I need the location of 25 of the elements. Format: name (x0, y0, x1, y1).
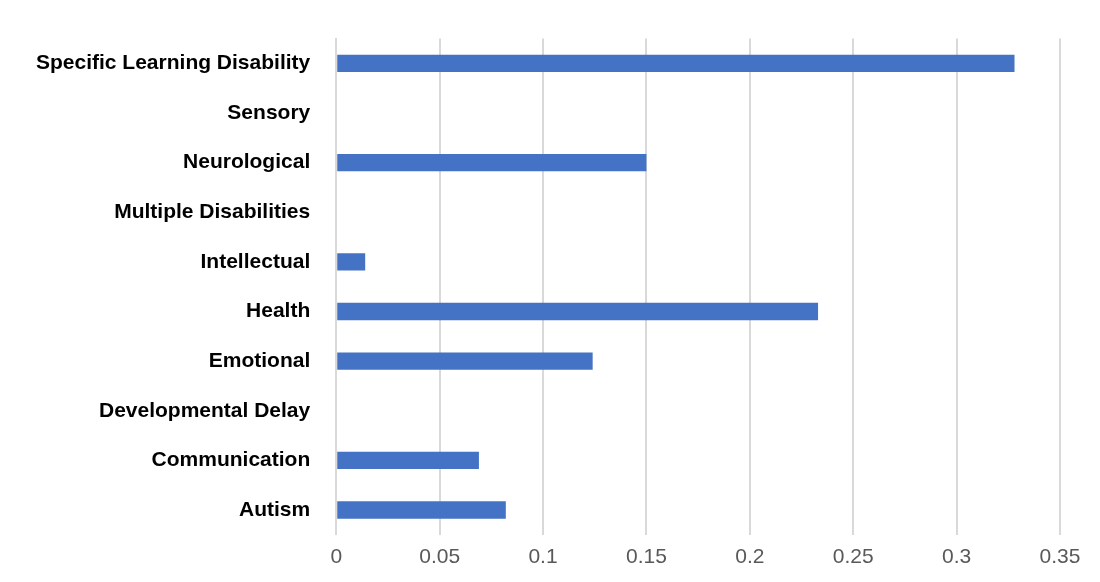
y-tick-label: Intellectual (200, 248, 311, 272)
y-tick-label: Communication (151, 447, 311, 471)
bar (337, 501, 506, 519)
y-tick-label: Multiple Disabilities (114, 199, 311, 223)
x-tick-label: 0.3 (942, 544, 972, 568)
bar (337, 352, 593, 370)
bar (337, 153, 647, 172)
y-tick-label: Emotional (208, 347, 311, 371)
x-tick-label: 0.1 (528, 544, 558, 568)
x-tick-label: 0.25 (832, 544, 874, 568)
y-tick-label: Neurological (183, 149, 311, 173)
x-tick-label: 0 (330, 544, 343, 568)
y-tick-label: Autism (239, 496, 311, 520)
y-tick-label: Developmental Delay (98, 397, 311, 421)
x-tick-label: 0.35 (1039, 544, 1081, 568)
bar (337, 54, 1015, 73)
x-tick-label: 0.2 (735, 544, 765, 568)
bar (337, 451, 479, 470)
y-tick-label: Health (246, 298, 311, 322)
bar (337, 253, 366, 271)
bar (337, 302, 819, 321)
x-tick-label: 0.15 (625, 544, 667, 568)
y-tick-label: Specific Learning Disability (35, 50, 311, 74)
x-tick-label: 0.05 (419, 544, 461, 568)
y-tick-label: Sensory (227, 99, 311, 123)
